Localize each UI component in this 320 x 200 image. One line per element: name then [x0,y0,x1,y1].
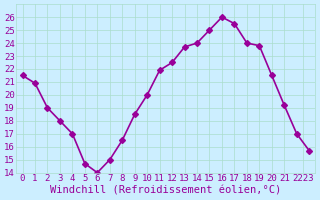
X-axis label: Windchill (Refroidissement éolien,°C): Windchill (Refroidissement éolien,°C) [50,186,282,196]
